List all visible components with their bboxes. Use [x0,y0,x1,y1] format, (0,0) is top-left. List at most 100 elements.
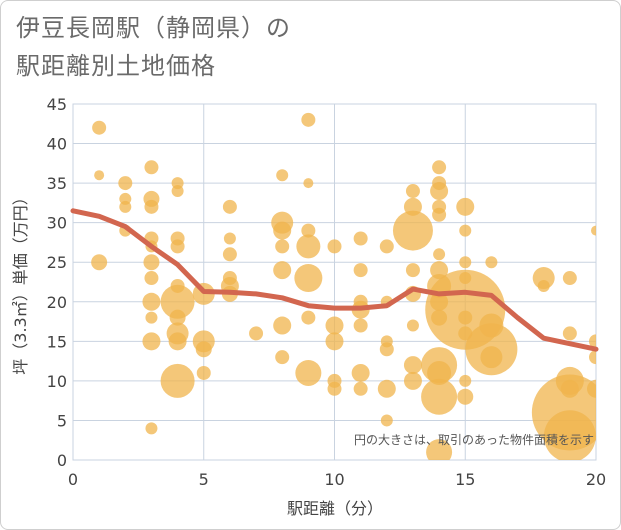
data-point [426,439,453,460]
data-point [353,381,368,396]
data-point [432,207,447,222]
data-point [170,239,185,254]
data-point [432,176,447,191]
y-tick-label: 45 [47,95,67,114]
data-point [301,112,316,127]
data-point [421,378,458,415]
data-point [169,309,186,326]
data-point [353,263,368,278]
data-point [485,256,498,269]
data-point [543,410,596,460]
data-point [325,332,344,351]
data-point [170,278,185,293]
y-tick-label: 15 [47,332,67,351]
data-point [537,279,550,292]
data-point [459,374,472,387]
data-point [222,271,237,286]
data-point [405,184,420,199]
data-point [91,254,108,271]
y-tick-label: 35 [47,174,67,193]
trend-line-group [70,208,599,352]
y-tick-label: 0 [57,451,67,470]
data-point [168,332,187,351]
data-point [275,350,290,365]
data-point [222,247,237,262]
data-point [119,200,132,213]
data-point [430,261,449,280]
data-point [379,239,394,254]
data-point [532,267,555,290]
data-point [222,199,237,214]
data-point [457,388,474,405]
data-point [377,379,396,398]
chart-annotation: 円の大きさは、取引のあった物件面積を示す [354,432,594,447]
y-tick-label: 30 [47,214,67,233]
data-point [433,248,446,261]
data-point [392,210,433,251]
data-point [301,223,316,238]
x-tick-label: 5 [199,470,209,489]
x-tick-label: 0 [68,470,78,489]
axes: 0 5 10 15 20 25 30 35 40 45 0 5 10 15 20 [47,95,607,489]
x-tick-label: 15 [455,470,475,489]
y-tick-label: 25 [47,253,67,272]
data-point [427,360,452,385]
data-bubbles [91,112,596,460]
data-point [145,422,158,435]
data-point [301,310,316,325]
data-point [94,170,105,181]
trend-line [70,208,599,352]
data-point [144,199,159,214]
x-axis-label: 駅距離（分） [287,499,383,518]
data-point [273,261,292,280]
data-point [589,350,596,365]
data-point [145,311,158,324]
bubble-layer [91,112,596,460]
data-point [353,318,368,333]
data-point [406,319,419,332]
data-point [196,365,211,380]
data-point [275,239,290,254]
data-point [92,120,107,135]
y-axis-label: 坪（3.3㎡）単価（万円） [11,189,30,374]
data-point [160,284,195,319]
data-point [273,316,292,335]
data-point [294,264,323,293]
data-point [327,381,342,396]
data-point [430,292,449,311]
chart-title-line2: 駅距離別土地価格 [16,52,216,80]
data-point [459,224,472,237]
data-point [456,197,475,216]
data-point [296,234,321,259]
data-point [171,185,184,198]
y-tick-label: 10 [47,372,67,391]
data-point [560,379,579,398]
data-point [403,356,422,375]
data-point [458,310,473,325]
y-tick-label: 40 [47,135,67,154]
data-point [432,160,447,175]
data-point [405,263,420,278]
data-point [142,332,161,351]
data-point [480,346,503,369]
x-tick-label: 10 [324,470,344,489]
x-tick-label: 20 [586,470,606,489]
y-tick-label: 20 [47,293,67,312]
data-point [249,326,264,341]
data-point [587,379,596,398]
data-point [459,272,472,285]
data-point [142,292,161,311]
data-point [160,363,195,398]
data-point [276,169,289,182]
data-point [479,313,504,338]
data-point [195,341,212,358]
data-point [458,326,473,341]
data-point [562,326,577,341]
data-point [118,176,133,191]
data-point [223,232,236,245]
data-point [327,239,342,254]
data-point [380,414,393,427]
y-tick-label: 5 [57,411,67,430]
data-point [380,335,393,348]
